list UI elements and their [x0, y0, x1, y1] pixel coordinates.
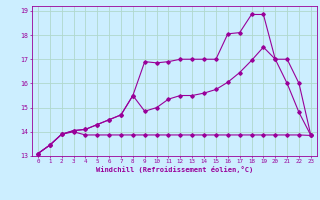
- X-axis label: Windchill (Refroidissement éolien,°C): Windchill (Refroidissement éolien,°C): [96, 166, 253, 173]
